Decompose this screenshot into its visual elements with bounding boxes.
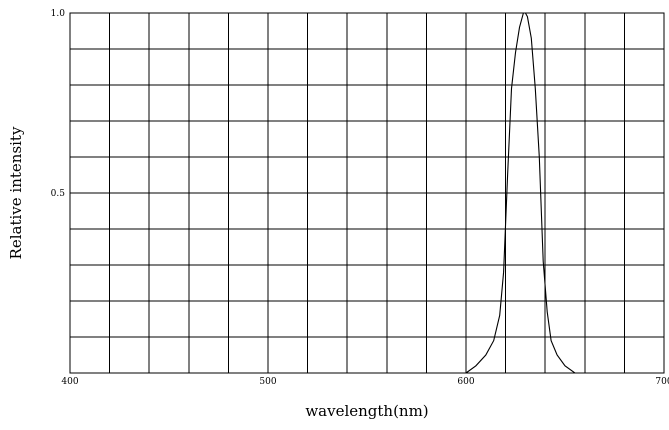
x-tick-label: 600 xyxy=(457,377,474,387)
y-tick-label: 1.0 xyxy=(51,9,66,19)
y-axis-label: Relative intensity xyxy=(7,126,25,259)
y-tick-label: 0.5 xyxy=(51,189,66,199)
x-tick-label: 400 xyxy=(61,377,78,387)
grid xyxy=(70,13,664,373)
spectrum-line xyxy=(465,12,585,374)
plot-frame xyxy=(69,12,665,374)
x-tick-label: 700 xyxy=(655,377,669,387)
tick-labels: 400 500 600 700 0.5 1.0 xyxy=(51,9,669,387)
series-layer xyxy=(465,12,585,374)
x-tick-label: 500 xyxy=(259,377,276,387)
x-axis-label: wavelength(nm) xyxy=(305,402,428,420)
